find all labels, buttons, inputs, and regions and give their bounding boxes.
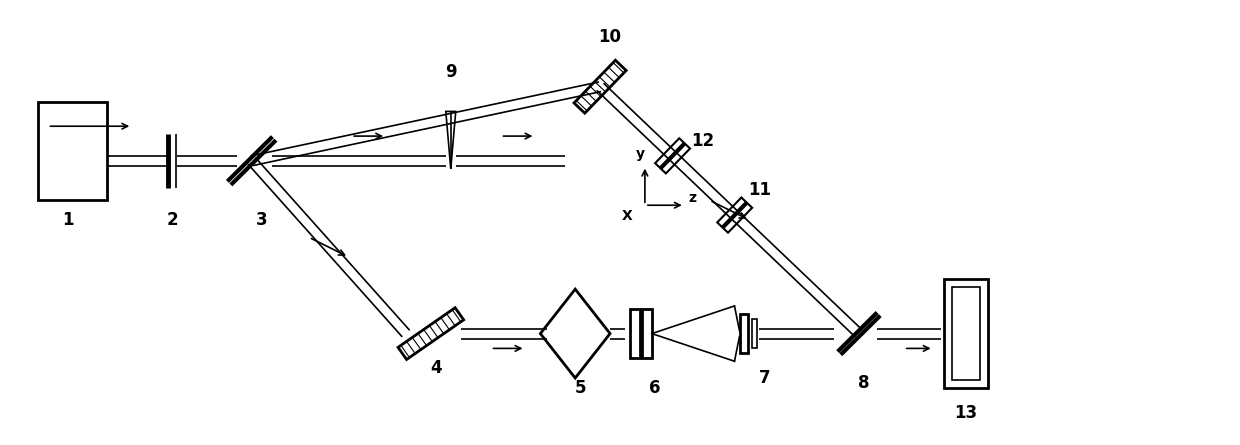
Text: z: z [688, 191, 697, 205]
Text: 1: 1 [62, 211, 73, 229]
Text: 9: 9 [445, 63, 456, 81]
Text: X: X [621, 209, 632, 223]
Polygon shape [574, 60, 626, 113]
Bar [630, 309, 640, 358]
Text: 7: 7 [759, 369, 770, 387]
Text: 6: 6 [649, 379, 661, 397]
Text: 10: 10 [599, 28, 621, 46]
Text: 3: 3 [255, 211, 268, 229]
Text: 2: 2 [166, 211, 177, 229]
Text: 8: 8 [858, 374, 869, 392]
Bar [753, 319, 758, 348]
Polygon shape [398, 307, 464, 360]
Bar [642, 309, 652, 358]
Bar [951, 287, 981, 380]
Polygon shape [446, 111, 456, 169]
Text: 12: 12 [691, 132, 714, 150]
Bar [944, 279, 988, 388]
Text: y: y [635, 147, 645, 161]
Text: 11: 11 [748, 182, 771, 199]
Bar [740, 314, 749, 353]
Text: 13: 13 [955, 404, 977, 421]
Text: 4: 4 [430, 359, 441, 377]
Text: 5: 5 [574, 379, 587, 397]
Bar [37, 101, 108, 200]
